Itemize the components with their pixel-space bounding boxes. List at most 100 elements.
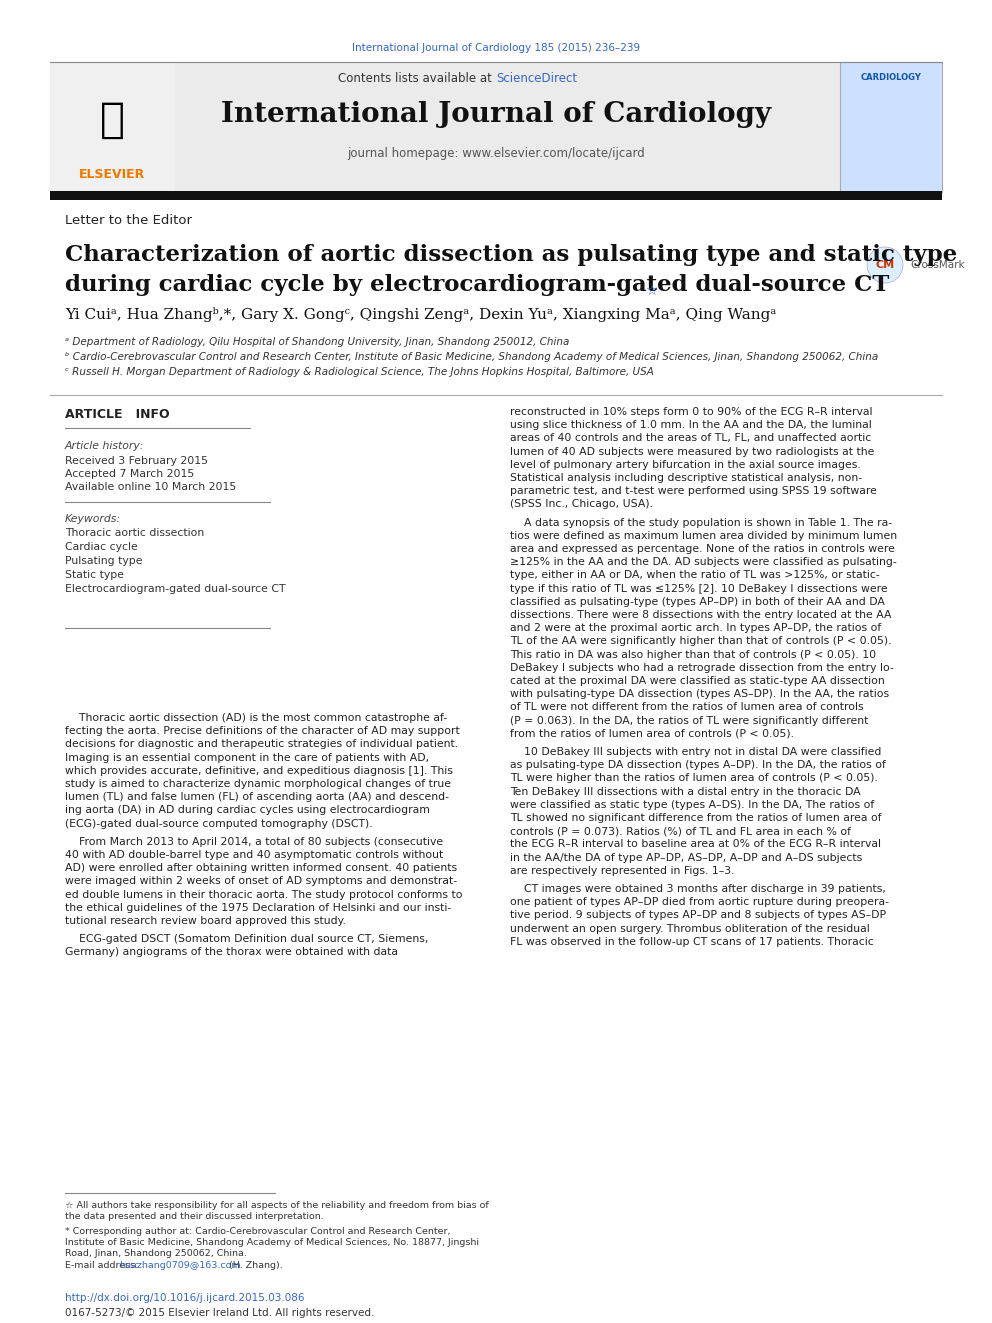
Text: Thoracic aortic dissection (AD) is the most common catastrophe af-: Thoracic aortic dissection (AD) is the m…: [65, 713, 447, 722]
Text: study is aimed to characterize dynamic morphological changes of true: study is aimed to characterize dynamic m…: [65, 779, 451, 789]
Text: TL were higher than the ratios of lumen area of controls (P < 0.05).: TL were higher than the ratios of lumen …: [510, 774, 878, 783]
Text: This ratio in DA was also higher than that of controls (P < 0.05). 10: This ratio in DA was also higher than th…: [510, 650, 876, 660]
Text: Accepted 7 March 2015: Accepted 7 March 2015: [65, 468, 194, 479]
Text: and 2 were at the proximal aortic arch. In types AP–DP, the ratios of: and 2 were at the proximal aortic arch. …: [510, 623, 881, 634]
Bar: [50, 191, 942, 200]
Text: type, either in AA or DA, when the ratio of TL was >125%, or static-: type, either in AA or DA, when the ratio…: [510, 570, 880, 581]
Text: * Corresponding author at: Cardio-Cerebrovascular Control and Research Center,: * Corresponding author at: Cardio-Cerebr…: [65, 1226, 450, 1236]
Text: are respectively represented in Figs. 1–3.: are respectively represented in Figs. 1–…: [510, 865, 734, 876]
Text: Static type: Static type: [65, 570, 124, 579]
Text: of TL were not different from the ratios of lumen area of controls: of TL were not different from the ratios…: [510, 703, 864, 712]
Text: ScienceDirect: ScienceDirect: [496, 71, 577, 85]
Text: classified as pulsating-type (types AP–DP) in both of their AA and DA: classified as pulsating-type (types AP–D…: [510, 597, 885, 607]
Text: CrossMark: CrossMark: [910, 261, 964, 270]
Text: CARDIOLOGY: CARDIOLOGY: [861, 74, 922, 82]
Text: Thoracic aortic dissection: Thoracic aortic dissection: [65, 528, 204, 538]
Text: one patient of types AP–DP died from aortic rupture during preopera-: one patient of types AP–DP died from aor…: [510, 897, 889, 908]
Text: ing aorta (DA) in AD during cardiac cycles using electrocardiogram: ing aorta (DA) in AD during cardiac cycl…: [65, 806, 430, 815]
Text: controls (P = 0.073). Ratios (%) of TL and FL area in each % of: controls (P = 0.073). Ratios (%) of TL a…: [510, 826, 851, 836]
Text: (ECG)-gated dual-source computed tomography (DSCT).: (ECG)-gated dual-source computed tomogra…: [65, 819, 373, 828]
Text: Germany) angiograms of the thorax were obtained with data: Germany) angiograms of the thorax were o…: [65, 947, 398, 958]
Text: were imaged within 2 weeks of onset of AD symptoms and demonstrat-: were imaged within 2 weeks of onset of A…: [65, 876, 457, 886]
Text: during cardiac cycle by electrocardiogram-gated dual-source CT: during cardiac cycle by electrocardiogra…: [65, 274, 890, 296]
Text: ELSEVIER: ELSEVIER: [79, 168, 145, 181]
Text: AD) were enrolled after obtaining written informed consent. 40 patients: AD) were enrolled after obtaining writte…: [65, 863, 457, 873]
Text: lumen of 40 AD subjects were measured by two radiologists at the: lumen of 40 AD subjects were measured by…: [510, 447, 874, 456]
Bar: [175, 62, 840, 192]
Text: 40 with AD double-barrel type and 40 asymptomatic controls without: 40 with AD double-barrel type and 40 asy…: [65, 849, 443, 860]
Text: decisions for diagnostic and therapeutic strategies of individual patient.: decisions for diagnostic and therapeutic…: [65, 740, 458, 749]
Text: (SPSS Inc., Chicago, USA).: (SPSS Inc., Chicago, USA).: [510, 499, 653, 509]
Text: areas of 40 controls and the areas of TL, FL, and unaffected aortic: areas of 40 controls and the areas of TL…: [510, 434, 871, 443]
Text: ≥125% in the AA and the DA. AD subjects were classified as pulsating-: ≥125% in the AA and the DA. AD subjects …: [510, 557, 897, 568]
Text: area and expressed as percentage. None of the ratios in controls were: area and expressed as percentage. None o…: [510, 544, 895, 554]
Text: level of pulmonary artery bifurcation in the axial source images.: level of pulmonary artery bifurcation in…: [510, 460, 861, 470]
Text: huazhang0709@163.com: huazhang0709@163.com: [119, 1261, 241, 1270]
Text: CT images were obtained 3 months after discharge in 39 patients,: CT images were obtained 3 months after d…: [510, 884, 886, 894]
Text: Ten DeBakey III dissections with a distal entry in the thoracic DA: Ten DeBakey III dissections with a dista…: [510, 787, 861, 796]
Text: (H. Zhang).: (H. Zhang).: [226, 1261, 283, 1270]
Text: reconstructed in 10% steps form 0 to 90% of the ECG R–R interval: reconstructed in 10% steps form 0 to 90%…: [510, 407, 873, 417]
Text: (P = 0.063). In the DA, the ratios of TL were significantly different: (P = 0.063). In the DA, the ratios of TL…: [510, 716, 868, 725]
Text: dissections. There were 8 dissections with the entry located at the AA: dissections. There were 8 dissections wi…: [510, 610, 892, 620]
Text: E-mail address:: E-mail address:: [65, 1261, 142, 1270]
Text: ᵇ Cardio-Cerebrovascular Control and Research Center, Institute of Basic Medicin: ᵇ Cardio-Cerebrovascular Control and Res…: [65, 352, 878, 363]
Text: CM: CM: [875, 261, 895, 270]
Text: http://dx.doi.org/10.1016/j.ijcard.2015.03.086: http://dx.doi.org/10.1016/j.ijcard.2015.…: [65, 1293, 305, 1303]
Text: using slice thickness of 1.0 mm. In the AA and the DA, the luminal: using slice thickness of 1.0 mm. In the …: [510, 421, 872, 430]
Text: TL of the AA were significantly higher than that of controls (P < 0.05).: TL of the AA were significantly higher t…: [510, 636, 892, 647]
Text: ☆: ☆: [645, 284, 658, 298]
Text: fecting the aorta. Precise definitions of the character of AD may support: fecting the aorta. Precise definitions o…: [65, 726, 459, 736]
Text: type if this ratio of TL was ≤125% [2]. 10 DeBakey I dissections were: type if this ratio of TL was ≤125% [2]. …: [510, 583, 888, 594]
Text: 🌳: 🌳: [99, 99, 125, 142]
Text: cated at the proximal DA were classified as static-type AA dissection: cated at the proximal DA were classified…: [510, 676, 885, 687]
Text: with pulsating-type DA dissection (types AS–DP). In the AA, the ratios: with pulsating-type DA dissection (types…: [510, 689, 889, 699]
Text: From March 2013 to April 2014, a total of 80 subjects (consecutive: From March 2013 to April 2014, a total o…: [65, 837, 443, 847]
Text: the ECG R–R interval to baseline area at 0% of the ECG R–R interval: the ECG R–R interval to baseline area at…: [510, 839, 881, 849]
Bar: [50, 62, 175, 192]
Text: Characterization of aortic dissection as pulsating type and static type: Characterization of aortic dissection as…: [65, 243, 957, 266]
Text: 10 DeBakey III subjects with entry not in distal DA were classified: 10 DeBakey III subjects with entry not i…: [510, 747, 881, 757]
Text: which provides accurate, definitive, and expeditious diagnosis [1]. This: which provides accurate, definitive, and…: [65, 766, 453, 775]
Text: International Journal of Cardiology: International Journal of Cardiology: [221, 102, 771, 128]
Text: were classified as static type (types A–DS). In the DA, The ratios of: were classified as static type (types A–…: [510, 800, 874, 810]
Text: tios were defined as maximum lumen area divided by minimum lumen: tios were defined as maximum lumen area …: [510, 531, 897, 541]
Text: Keywords:: Keywords:: [65, 515, 121, 524]
Text: tive period. 9 subjects of types AP–DP and 8 subjects of types AS–DP: tive period. 9 subjects of types AP–DP a…: [510, 910, 886, 921]
Text: Electrocardiogram-gated dual-source CT: Electrocardiogram-gated dual-source CT: [65, 583, 286, 594]
Text: as pulsating-type DA dissection (types A–DP). In the DA, the ratios of: as pulsating-type DA dissection (types A…: [510, 761, 886, 770]
Text: ᵃ Department of Radiology, Qilu Hospital of Shandong University, Jinan, Shandong: ᵃ Department of Radiology, Qilu Hospital…: [65, 337, 569, 347]
Text: tutional research review board approved this study.: tutional research review board approved …: [65, 916, 346, 926]
Text: Imaging is an essential component in the care of patients with AD,: Imaging is an essential component in the…: [65, 753, 430, 762]
Text: the data presented and their discussed interpretation.: the data presented and their discussed i…: [65, 1212, 323, 1221]
Text: the ethical guidelines of the 1975 Declaration of Helsinki and our insti-: the ethical guidelines of the 1975 Decla…: [65, 902, 451, 913]
Text: ᶜ Russell H. Morgan Department of Radiology & Radiological Science, The Johns Ho: ᶜ Russell H. Morgan Department of Radiol…: [65, 366, 654, 377]
Text: Institute of Basic Medicine, Shandong Academy of Medical Sciences, No. 18877, Ji: Institute of Basic Medicine, Shandong Ac…: [65, 1238, 479, 1248]
Text: Available online 10 March 2015: Available online 10 March 2015: [65, 482, 236, 492]
Text: journal homepage: www.elsevier.com/locate/ijcard: journal homepage: www.elsevier.com/locat…: [347, 147, 645, 160]
Text: ARTICLE   INFO: ARTICLE INFO: [65, 409, 170, 422]
Text: underwent an open surgery. Thrombus obliteration of the residual: underwent an open surgery. Thrombus obli…: [510, 923, 870, 934]
Text: ☆ All authors take responsibility for all aspects of the reliability and freedom: ☆ All authors take responsibility for al…: [65, 1200, 489, 1209]
Text: ECG-gated DSCT (Somatom Definition dual source CT, Siemens,: ECG-gated DSCT (Somatom Definition dual …: [65, 934, 429, 945]
Text: Statistical analysis including descriptive statistical analysis, non-: Statistical analysis including descripti…: [510, 474, 862, 483]
Text: Received 3 February 2015: Received 3 February 2015: [65, 456, 208, 466]
Text: Cardiac cycle: Cardiac cycle: [65, 542, 138, 552]
Text: parametric test, and t-test were performed using SPSS 19 software: parametric test, and t-test were perform…: [510, 486, 877, 496]
Text: Yi Cuiᵃ, Hua Zhangᵇ,*, Gary X. Gongᶜ, Qingshi Zengᵃ, Dexin Yuᵃ, Xiangxing Maᵃ, Q: Yi Cuiᵃ, Hua Zhangᵇ,*, Gary X. Gongᶜ, Qi…: [65, 307, 777, 323]
Text: TL showed no significant difference from the ratios of lumen area of: TL showed no significant difference from…: [510, 814, 882, 823]
Text: 0167-5273/© 2015 Elsevier Ireland Ltd. All rights reserved.: 0167-5273/© 2015 Elsevier Ireland Ltd. A…: [65, 1308, 374, 1318]
Text: lumen (TL) and false lumen (FL) of ascending aorta (AA) and descend-: lumen (TL) and false lumen (FL) of ascen…: [65, 792, 449, 802]
Circle shape: [867, 247, 903, 283]
Bar: [840, 62, 942, 192]
Text: in the AA/the DA of type AP–DP, AS–DP, A–DP and A–DS subjects: in the AA/the DA of type AP–DP, AS–DP, A…: [510, 852, 862, 863]
Text: FL was observed in the follow-up CT scans of 17 patients. Thoracic: FL was observed in the follow-up CT scan…: [510, 937, 874, 947]
Text: Pulsating type: Pulsating type: [65, 556, 143, 566]
Text: from the ratios of lumen area of controls (P < 0.05).: from the ratios of lumen area of control…: [510, 729, 794, 738]
Text: International Journal of Cardiology 185 (2015) 236–239: International Journal of Cardiology 185 …: [352, 44, 640, 53]
Text: Article history:: Article history:: [65, 441, 145, 451]
Text: Letter to the Editor: Letter to the Editor: [65, 213, 192, 226]
Text: DeBakey I subjects who had a retrograde dissection from the entry lo-: DeBakey I subjects who had a retrograde …: [510, 663, 894, 673]
Text: Contents lists available at: Contents lists available at: [338, 71, 496, 85]
Text: A data synopsis of the study population is shown in Table 1. The ra-: A data synopsis of the study population …: [510, 517, 892, 528]
